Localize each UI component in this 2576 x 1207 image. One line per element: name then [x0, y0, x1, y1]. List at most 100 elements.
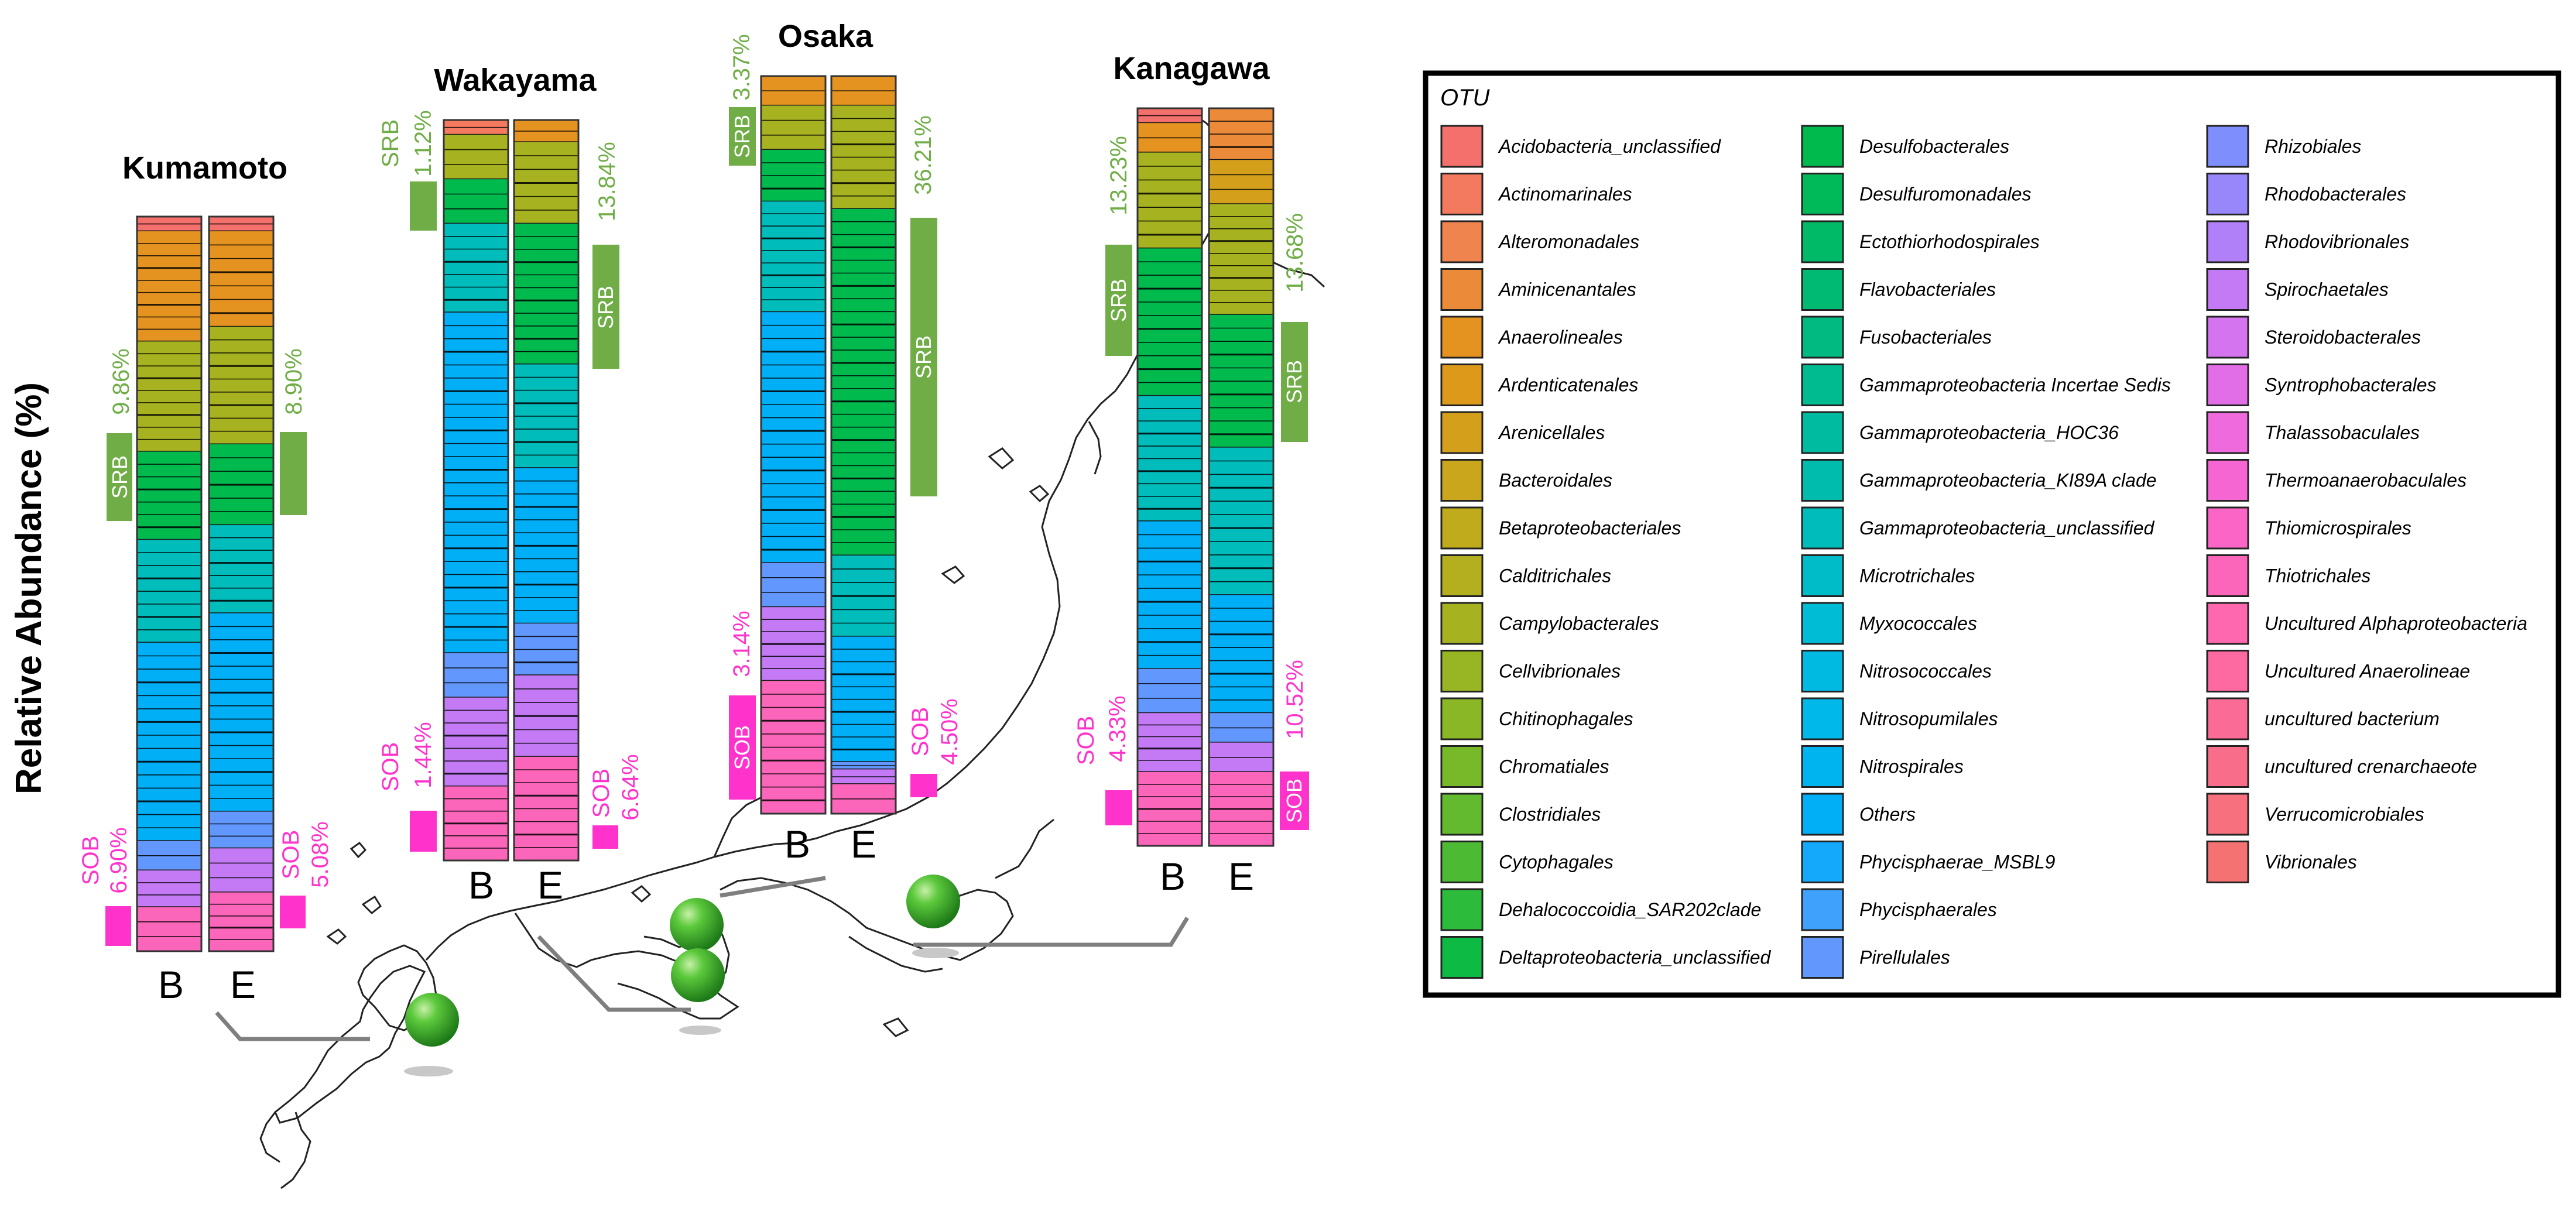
- bar-segment: [1209, 160, 1273, 204]
- legend-item: Thiomicrospirales: [2206, 506, 2411, 550]
- bar-outline: [1208, 107, 1275, 847]
- legend-swatch: [1801, 793, 1844, 836]
- legend-label: Deltaproteobacteria_unclassified: [1499, 947, 1771, 968]
- bar-segment: [444, 224, 508, 313]
- srb-value-e: 13.84%: [594, 142, 620, 221]
- bar-segment: [761, 312, 825, 563]
- legend-swatch: [1801, 650, 1844, 692]
- bar-segment: [137, 907, 201, 951]
- legend-item: Dehalococcoidia_SAR202clade: [1440, 888, 1761, 931]
- site-osaka: Osaka B E SRB 3.37% SRB 36.21% SOB 3.14%…: [729, 19, 962, 866]
- bar-segment: [1138, 152, 1202, 249]
- legend-label: Nitrosococcales: [1859, 661, 1992, 682]
- legend-swatch: [1440, 316, 1484, 359]
- legend-item: Chitinophagales: [1440, 697, 1633, 740]
- legend-label: Pirellulales: [1859, 947, 1950, 968]
- legend-swatch: [1801, 888, 1844, 931]
- legend-item: Phycisphaerae_MSBL9: [1801, 841, 2056, 883]
- legend-frame: [1423, 70, 2561, 998]
- legend-item: Gammaproteobacteria_KI89A clade: [1801, 459, 2157, 502]
- srb-value-b: 1.12%: [410, 110, 436, 176]
- legend-item: Thiotrichales: [2206, 554, 2371, 597]
- bar-segment: [1209, 204, 1273, 315]
- legend-item: Nitrosopumilales: [1801, 697, 1998, 740]
- sob-box-b: [1105, 790, 1132, 825]
- sob-label-b: SOB: [378, 742, 403, 791]
- legend-swatch: [2206, 125, 2249, 168]
- connector-lines: [215, 876, 1189, 1041]
- legend-item: Rhodobacterales: [2206, 173, 2406, 215]
- legend-item: Bacteroidales: [1440, 459, 1612, 502]
- legend-label: Phycisphaerales: [1859, 899, 1997, 920]
- legend-swatch: [1801, 125, 1844, 168]
- sob-label-e: SOB: [907, 707, 933, 756]
- legend-label: Clostridiales: [1499, 804, 1601, 825]
- legend-swatch: [1440, 554, 1484, 597]
- legend-swatch: [1440, 936, 1484, 979]
- legend-label: Gammaproteobacteria Incertae Sedis: [1859, 375, 2171, 396]
- bar-outline: [443, 119, 509, 862]
- legend-item: Cytophagales: [1440, 841, 1614, 883]
- bar-segment: [137, 451, 201, 540]
- legend-label: Ardenticatenales: [1498, 375, 1638, 396]
- sob-value-e: 10.52%: [1282, 660, 1308, 739]
- x-tick-label-b: B: [1160, 855, 1186, 898]
- legend-label: Microtrichales: [1859, 565, 1975, 587]
- legend-item: uncultured bacterium: [2206, 697, 2440, 740]
- legend-item: Betaproteobacteriales: [1440, 506, 1681, 550]
- site-kanagawa: Kanagawa B E SRB 13.23% SRB 13.68% SOB 4…: [1073, 51, 1309, 898]
- legend-label: Thalassobaculales: [2265, 422, 2420, 443]
- legend-label: Aminicenantales: [1498, 279, 1636, 300]
- legend-item: Uncultured Alphaproteobacteria: [2206, 602, 2527, 645]
- sob-box-b: [410, 811, 437, 852]
- bar-segment: [137, 870, 201, 907]
- bar-segment: [444, 697, 508, 787]
- legend-label: Actinomarinales: [1498, 184, 1632, 205]
- legend-swatch: [2206, 173, 2249, 215]
- site-title: Osaka: [778, 19, 873, 54]
- map-pin-wakayama: [671, 948, 725, 1035]
- legend-item: Clostridiales: [1440, 793, 1601, 836]
- sob-label-e: SOB: [1282, 779, 1306, 823]
- legend-label: Gammaproteobacteria_KI89A clade: [1859, 470, 2157, 491]
- legend-swatch: [1440, 220, 1484, 263]
- legend-label: Anaerolineales: [1498, 327, 1623, 348]
- x-tick-label-e: E: [851, 822, 876, 866]
- legend-item: Aminicenantales: [1440, 268, 1636, 311]
- legend-label: Ectothiorhodospirales: [1859, 231, 2040, 252]
- bar-segment: [1138, 713, 1202, 772]
- stacked-bar-e: [513, 119, 580, 862]
- legend-item: Calditrichales: [1440, 554, 1611, 597]
- legend-label: Spirochaetales: [2265, 279, 2389, 300]
- legend-item: Gammaproteobacteria Incertae Sedis: [1801, 364, 2171, 406]
- legend-label: Acidobacteria_unclassified: [1498, 136, 1721, 157]
- bar-outline: [136, 215, 203, 952]
- srb-box-b: [410, 181, 437, 231]
- legend-label: Rhizobiales: [2265, 136, 2361, 157]
- legend-swatch: [1801, 316, 1844, 359]
- bar-segment: [1138, 521, 1202, 669]
- sob-label-e: SOB: [588, 769, 614, 818]
- srb-label-e: SRB: [1282, 360, 1306, 403]
- srb-value-e: 36.21%: [910, 115, 936, 195]
- legend-item: Pirellulales: [1801, 936, 1950, 979]
- legend-item: Gammaproteobacteria_HOC36: [1801, 411, 2119, 454]
- srb-label-b: SRB: [378, 119, 403, 167]
- legend-item: Fusobacteriales: [1801, 316, 1992, 359]
- legend-swatch: [1801, 506, 1844, 550]
- legend-swatch: [2206, 411, 2249, 454]
- bar-segment: [1138, 668, 1202, 714]
- legend-label: Desulfuromonadales: [1859, 184, 2032, 205]
- bar-segment: [209, 525, 273, 613]
- legend-item: Alteromonadales: [1440, 220, 1639, 263]
- legend-label: Thiomicrospirales: [2265, 517, 2411, 539]
- srb-label-e: SRB: [912, 335, 936, 379]
- legend-item: Spirochaetales: [2206, 268, 2389, 311]
- legend-label: Nitrosopumilales: [1859, 708, 1998, 729]
- legend-label: Gammaproteobacteria_unclassified: [1859, 517, 2155, 539]
- map-pin-kumamoto: [404, 993, 459, 1076]
- legend-label: Thiotrichales: [2265, 565, 2371, 587]
- legend-swatch: [1440, 411, 1484, 454]
- srb-label-e: SRB: [594, 286, 618, 329]
- legend-title: OTU: [1440, 85, 1491, 111]
